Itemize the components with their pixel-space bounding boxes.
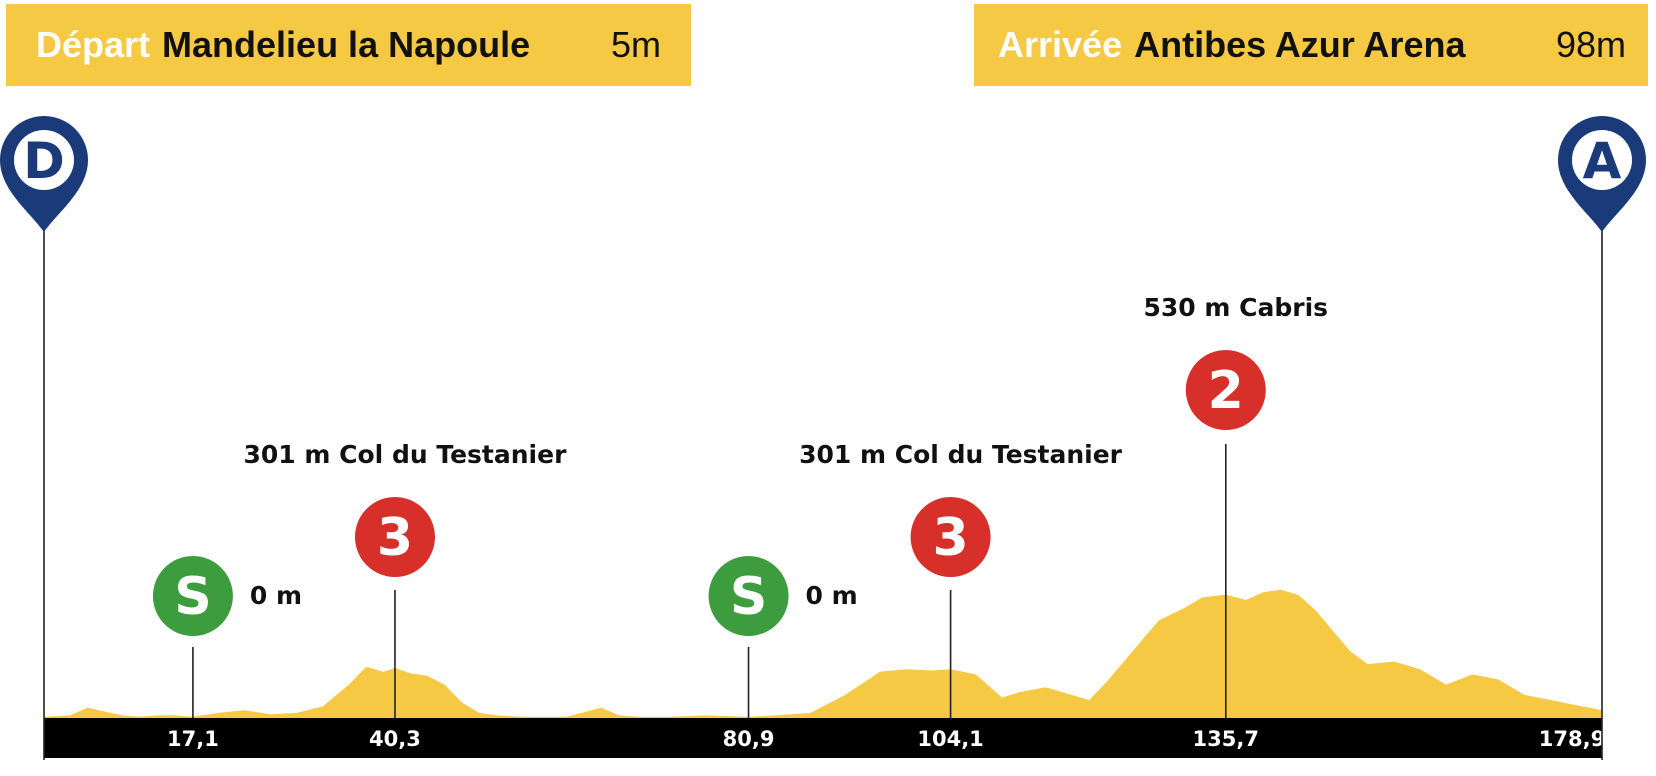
km-tick-label: 40,3 [369, 727, 421, 751]
climb-label: 301 m Col du Testanier [799, 440, 1123, 469]
km-tick-label: 135,7 [1193, 727, 1259, 751]
distance-axis-bar [44, 718, 1602, 758]
start-pin-icon-inner [14, 130, 74, 190]
sprint-marker-icon [708, 556, 789, 636]
finish-altitude: 98m [1555, 24, 1626, 65]
climb-category-icon [910, 497, 991, 577]
sprint-label: 0 m [250, 581, 302, 610]
marker-icon-letter: S [730, 567, 767, 627]
sprint-marker-icon [152, 556, 233, 636]
finish-label: Arrivée [998, 24, 1123, 65]
start-pin-icon-letter: D [23, 132, 65, 190]
climb-category-icon [1185, 350, 1266, 430]
finish-town: Antibes Azur Arena [1134, 24, 1466, 65]
finish-pin-icon-letter: A [1583, 132, 1622, 190]
start-label: Départ [36, 24, 151, 65]
marker-icon-letter: 3 [932, 508, 968, 568]
finish-banner: Arrivée Antibes Azur Arena 98m [974, 4, 1648, 86]
marker-icon-letter: S [174, 567, 211, 627]
km-tick-label: 104,1 [917, 727, 983, 751]
climb-label: 530 m Cabris [1144, 293, 1329, 322]
start-town: Mandelieu la Napoule [162, 24, 531, 65]
finish-pin-icon-inner [1572, 130, 1632, 190]
start-banner: Départ Mandelieu la Napoule 5m [6, 4, 691, 86]
km-tick-label: 17,1 [167, 727, 219, 751]
marker-icon-letter: 3 [377, 508, 413, 568]
sprint-label: 0 m [806, 581, 858, 610]
climb-label: 301 m Col du Testanier [244, 440, 568, 469]
km-tick-label: 80,9 [723, 727, 775, 751]
climb-category-icon [354, 497, 435, 577]
start-altitude: 5m [610, 24, 661, 65]
elevation-profile-area [44, 589, 1602, 718]
marker-icon-letter: 2 [1208, 361, 1244, 421]
km-tick-label: 178,9 [1539, 727, 1605, 751]
